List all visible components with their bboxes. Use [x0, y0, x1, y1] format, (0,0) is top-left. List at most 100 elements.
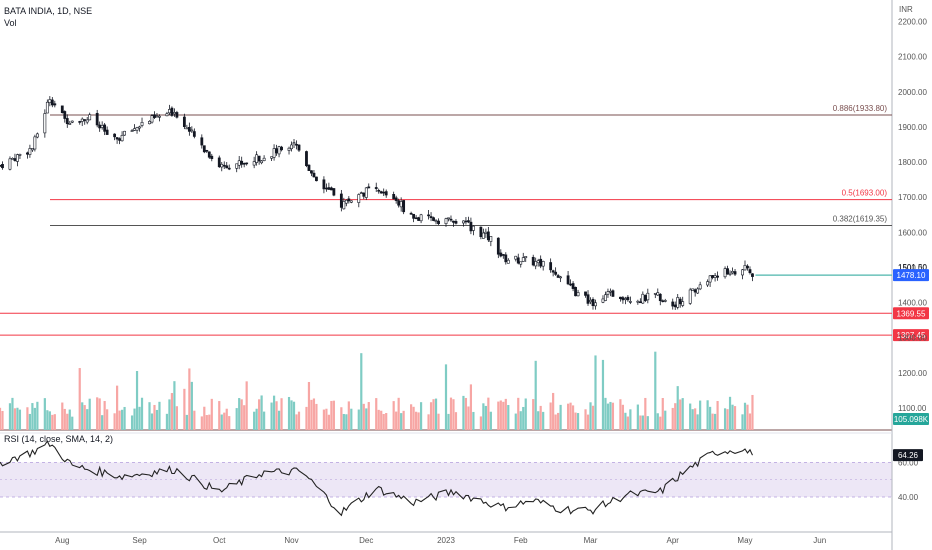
volume-bar — [437, 413, 440, 430]
volume-bar — [88, 398, 91, 430]
volume-bar — [484, 405, 487, 430]
candle-body — [447, 217, 450, 220]
volume-bar — [118, 410, 121, 430]
volume-bar — [594, 355, 597, 430]
volume-bar — [203, 406, 206, 430]
currency-label: INR — [899, 5, 913, 14]
volume-bar — [375, 398, 378, 430]
candle-body — [481, 232, 485, 239]
candle-body — [688, 289, 692, 304]
candle-body — [746, 265, 749, 269]
candle-body — [35, 133, 39, 138]
candle-body — [173, 112, 176, 115]
volume-bar — [452, 399, 455, 430]
candle-body — [205, 150, 209, 152]
volume-bar — [497, 401, 500, 430]
volume-bar — [432, 399, 435, 430]
volume-bar — [584, 409, 587, 430]
candle-body — [713, 275, 717, 278]
candle-body — [65, 118, 69, 125]
volume-bar — [312, 398, 316, 430]
price-tick-label: 2100.00 — [898, 53, 927, 62]
candle-body — [275, 148, 278, 154]
volume-bar — [728, 396, 732, 430]
candle-body — [536, 260, 540, 264]
volume-bar — [63, 408, 66, 430]
candle-body — [693, 289, 697, 293]
volume-bar — [175, 406, 179, 430]
volume-bar — [462, 395, 465, 430]
candle-body — [611, 290, 615, 297]
volume-bar — [208, 414, 211, 430]
levels-layer: 0.886(1933.80) 0.5(1693.00) 0.382(1619.35)… — [0, 104, 929, 342]
candle-body — [472, 225, 475, 231]
candle-body — [549, 262, 553, 271]
candle-body — [711, 275, 715, 278]
candle-body — [569, 283, 572, 286]
volume-bar — [723, 408, 727, 430]
candle-body — [748, 269, 752, 274]
volume-bar — [123, 406, 126, 430]
candle-body — [534, 261, 538, 267]
candle-body — [514, 255, 518, 260]
volume-bar — [748, 413, 752, 430]
candle-body — [310, 170, 313, 174]
volume-bar — [240, 399, 243, 430]
volume-bar — [639, 415, 642, 430]
level-badge — [893, 329, 929, 342]
candle-body — [292, 142, 296, 145]
volume-bar — [263, 411, 266, 430]
candle-body — [342, 201, 346, 210]
volume-bar — [699, 400, 702, 430]
candle-body — [364, 187, 368, 198]
price-tick-label: 1200.00 — [898, 369, 927, 378]
volume-bar — [295, 414, 298, 430]
candle-body — [130, 130, 134, 132]
volume-bar — [173, 381, 176, 430]
volume-bar — [415, 411, 418, 430]
candle-body — [504, 254, 508, 263]
volume-bar — [36, 401, 39, 430]
candle-body — [1, 164, 4, 169]
candle-body — [708, 275, 712, 283]
candle-body — [524, 256, 528, 259]
candle-body — [519, 261, 523, 265]
volume-bar — [487, 397, 490, 430]
candle-body — [190, 129, 194, 132]
volume-bar — [270, 402, 273, 430]
candle-body — [329, 187, 333, 191]
candle-body — [454, 221, 458, 224]
candle-body — [155, 115, 159, 118]
volume-bar — [664, 410, 667, 430]
candle-body — [643, 295, 647, 302]
volume-bar — [28, 413, 31, 430]
level-badge — [893, 307, 929, 320]
volume-bar — [502, 401, 505, 430]
volume-bar — [61, 402, 64, 430]
candle-body — [437, 220, 440, 225]
candle-body — [50, 99, 54, 106]
volume-bar — [464, 397, 468, 430]
volume-bar — [444, 364, 448, 430]
volume-bar — [427, 414, 430, 430]
volume-bar — [539, 405, 542, 430]
candle-body — [432, 217, 435, 221]
level-label: 0.5(1693.00) — [842, 189, 888, 198]
volume-bar — [489, 411, 492, 430]
volume-bar — [81, 402, 84, 430]
volume-bar — [676, 386, 679, 430]
volume-bar — [454, 412, 458, 430]
volume-bar — [322, 409, 326, 430]
volume-bar — [619, 399, 622, 430]
volume-bar — [367, 402, 370, 430]
candle-body — [135, 127, 139, 131]
candle-body — [240, 160, 244, 165]
candle-body — [98, 124, 102, 129]
volume-bar — [130, 415, 134, 430]
candle-body — [33, 136, 37, 150]
rsi-band-layer — [0, 462, 892, 498]
candle-body — [297, 144, 301, 151]
rsi-value-badge — [893, 449, 923, 462]
candle-body — [728, 272, 732, 275]
volume-bar — [258, 399, 261, 430]
